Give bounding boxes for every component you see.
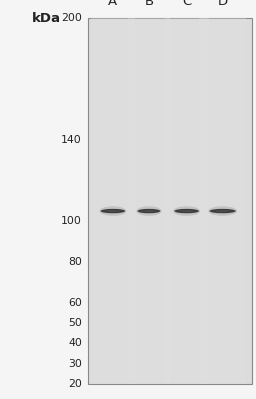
Bar [91, 18, 135, 384]
Ellipse shape [99, 206, 126, 216]
Ellipse shape [173, 206, 200, 216]
Text: 80: 80 [68, 257, 82, 267]
Bar [165, 18, 209, 384]
Bar [88, 18, 252, 384]
Text: B: B [144, 0, 154, 8]
Text: 140: 140 [61, 135, 82, 145]
Ellipse shape [142, 210, 156, 212]
Ellipse shape [137, 209, 161, 213]
Ellipse shape [210, 209, 236, 213]
Text: A: A [108, 0, 118, 8]
Text: C: C [182, 0, 191, 8]
Bar [128, 18, 169, 384]
Ellipse shape [101, 209, 125, 213]
Text: 40: 40 [68, 338, 82, 348]
Text: kDa: kDa [31, 12, 61, 25]
Text: 50: 50 [68, 318, 82, 328]
Ellipse shape [174, 209, 199, 213]
Ellipse shape [179, 210, 194, 212]
Ellipse shape [215, 210, 231, 212]
Text: 60: 60 [68, 298, 82, 308]
Ellipse shape [208, 206, 237, 216]
Text: 20: 20 [68, 379, 82, 389]
Text: 30: 30 [68, 359, 82, 369]
Text: 200: 200 [61, 13, 82, 23]
Text: 100: 100 [61, 216, 82, 226]
Text: D: D [218, 0, 228, 8]
Ellipse shape [105, 210, 120, 212]
Ellipse shape [136, 206, 162, 216]
Bar [199, 18, 246, 384]
